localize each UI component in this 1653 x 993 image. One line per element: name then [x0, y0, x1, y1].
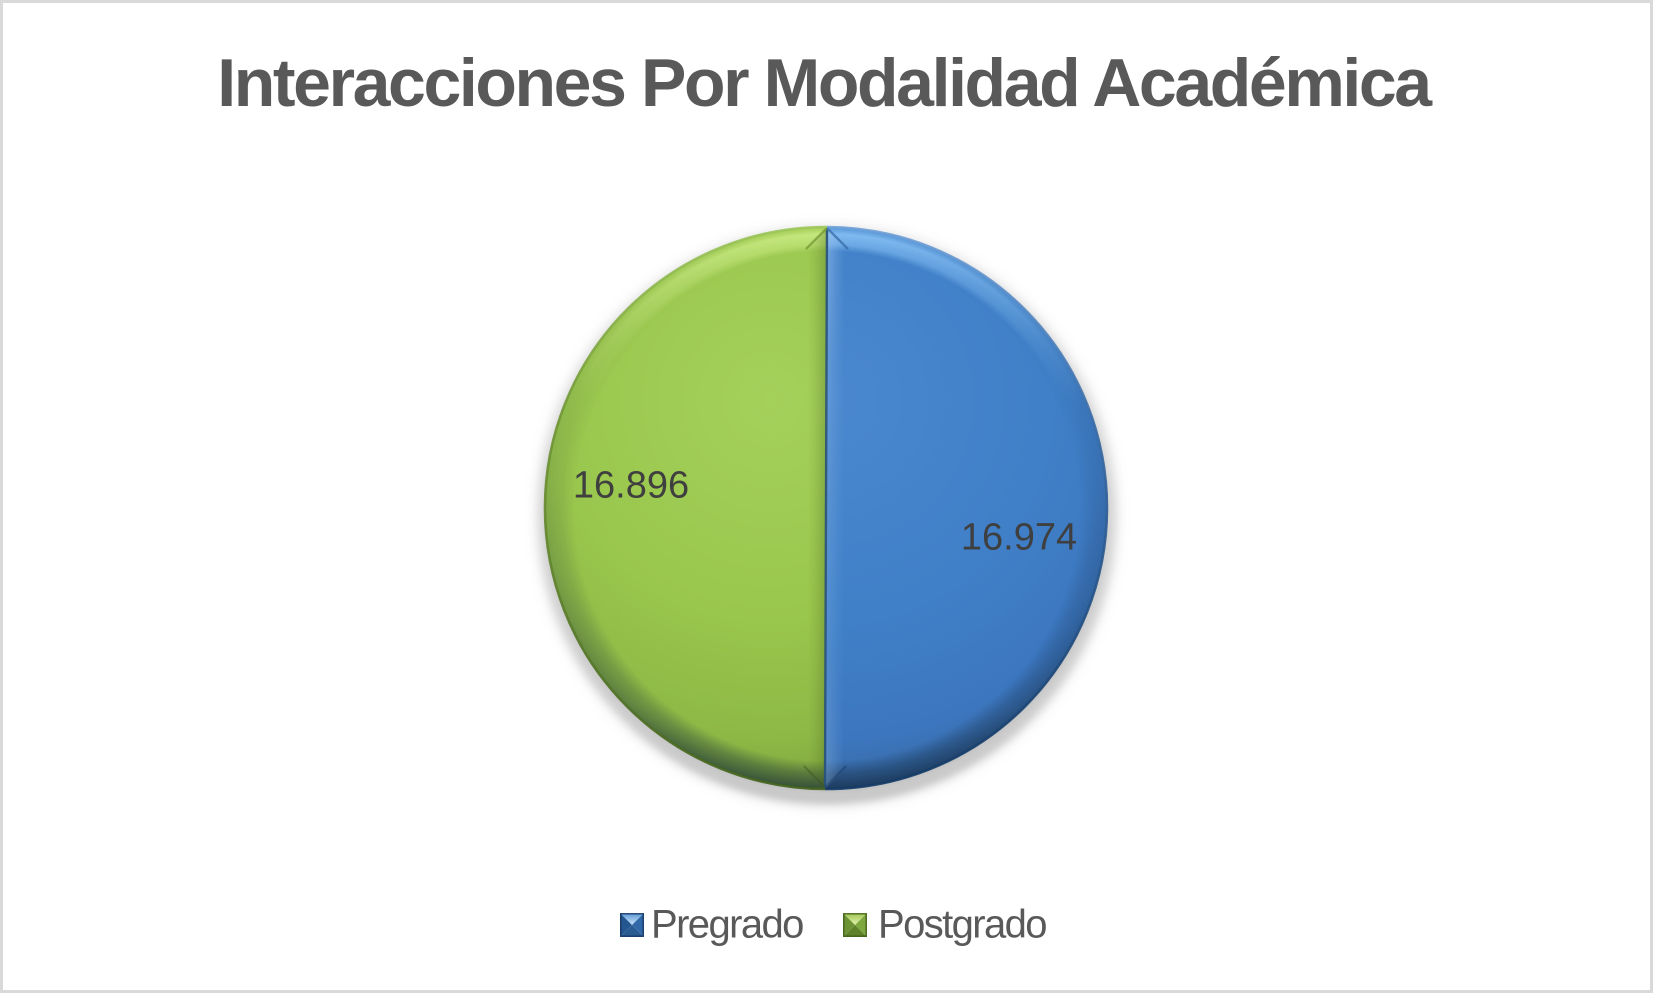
svg-text:16.896: 16.896: [573, 464, 689, 506]
svg-text:Postgrado: Postgrado: [878, 903, 1046, 947]
svg-text:16.974: 16.974: [961, 516, 1077, 558]
svg-text:Interacciones Por Modalidad Ac: Interacciones Por Modalidad Académica: [217, 45, 1433, 121]
svg-text:Pregrado: Pregrado: [651, 903, 803, 947]
